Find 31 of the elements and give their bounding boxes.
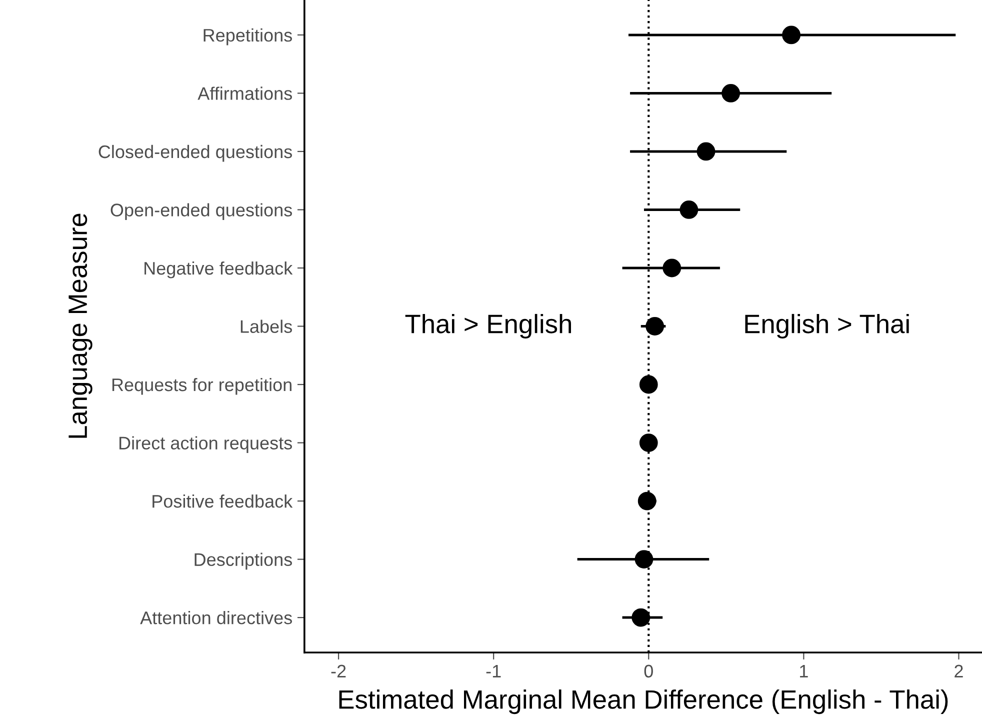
y-tick-label: Open-ended questions <box>110 203 292 220</box>
point <box>722 84 740 102</box>
annotation: Thai > English <box>405 314 571 339</box>
x-tick-label: 1 <box>800 664 808 678</box>
y-tick-label: Affirmations <box>198 86 292 100</box>
y-tick-label: Descriptions <box>194 552 292 570</box>
x-axis-title: Estimated Marginal Mean Difference (English - Thai) <box>339 689 948 714</box>
point <box>782 26 800 44</box>
point <box>662 258 682 278</box>
point <box>639 375 658 394</box>
x-tick-label: -2 <box>331 664 346 678</box>
point <box>639 434 658 452</box>
x-tick-label: -1 <box>486 664 501 678</box>
y-tick-label: Attention directives <box>140 611 292 624</box>
y-tick-label: Negative feedback <box>144 261 293 278</box>
x-tick-label: 2 <box>954 664 963 678</box>
point <box>632 608 650 627</box>
y-tick-label: Requests for repetition <box>112 378 292 395</box>
point <box>696 142 716 161</box>
point <box>638 492 656 510</box>
y-tick-label: Direct action requests <box>119 436 292 454</box>
x-tick-label: 0 <box>644 664 653 678</box>
y-tick-label: Labels <box>240 320 292 333</box>
point <box>680 200 698 219</box>
y-tick-label: Positive feedback <box>152 494 293 508</box>
y-tick-label: Closed-ended questions <box>98 144 292 162</box>
point <box>646 317 664 336</box>
point <box>634 550 654 568</box>
annotation: English > Thai <box>745 314 909 339</box>
y-axis-title: Language Measure <box>68 214 92 438</box>
y-tick-label: Repetitions <box>204 28 292 46</box>
